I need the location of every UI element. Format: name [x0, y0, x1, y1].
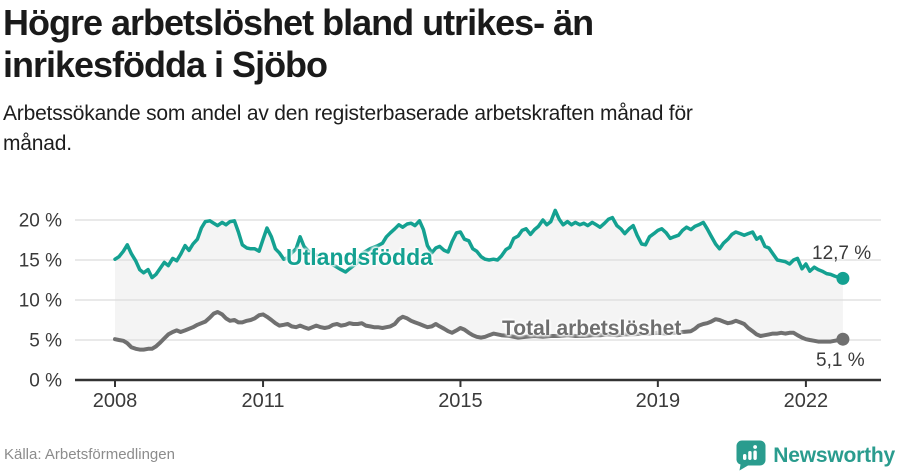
chart-subtitle: Arbetssökande som andel av den registerb… [3, 99, 863, 159]
newsworthy-bars-pin-icon [736, 440, 766, 471]
series-end-dot-0 [836, 271, 850, 285]
end-value-label-utlandsfodda: 12,7 % [812, 243, 872, 264]
chart-subtitle-line2: månad. [3, 132, 72, 156]
x-tick-label: 2022 [784, 390, 829, 412]
between-series-fill [115, 210, 843, 350]
series-line-0 [113, 208, 845, 281]
y-tick-label: 20 % [19, 211, 62, 232]
chart-subtitle-line1: Arbetssökande som andel av den registerb… [3, 102, 693, 126]
line-chart-plot: 0 % 5 % 10 % 15 % 20 % 2008 2011 2015 2019 2022 [19, 208, 881, 412]
series-label-total-arbetsloshet: Total arbetslöshet [502, 317, 682, 340]
chart-title-line2: inrikesfödda i Sjöbo [3, 44, 328, 86]
chart-header: Högre arbetslöshet bland utrikes- än inr… [3, 2, 863, 159]
line-chart: 0 % 5 % 10 % 15 % 20 % 2008 2011 2015 2019 2022 U… [0, 190, 900, 422]
y-tick-label: 10 % [19, 291, 62, 312]
y-tick-label: 15 % [19, 251, 62, 272]
chart-title-line1: Högre arbetslöshet bland utrikes- än [3, 2, 594, 43]
end-value-label-total: 5,1 % [816, 350, 865, 371]
newsworthy-logo-text: Newsworthy [773, 443, 895, 467]
newsworthy-logo: Newsworthy [736, 440, 895, 471]
x-tick-label: 2011 [242, 390, 285, 412]
y-tick-label: 0 % [29, 371, 62, 392]
x-tick-label: 2008 [93, 390, 138, 412]
x-tick-label: 2019 [636, 390, 681, 412]
chart-title: Högre arbetslöshet bland utrikes- än inr… [3, 2, 863, 86]
source-note: Källa: Arbetsförmedlingen [4, 446, 175, 463]
series-label-utlandsfodda: Utlandsfödda [286, 244, 433, 270]
series-line-1 [113, 310, 845, 352]
y-tick-label: 5 % [29, 331, 62, 352]
x-tick-label: 2015 [438, 390, 483, 412]
series-end-dot-1 [836, 332, 850, 346]
